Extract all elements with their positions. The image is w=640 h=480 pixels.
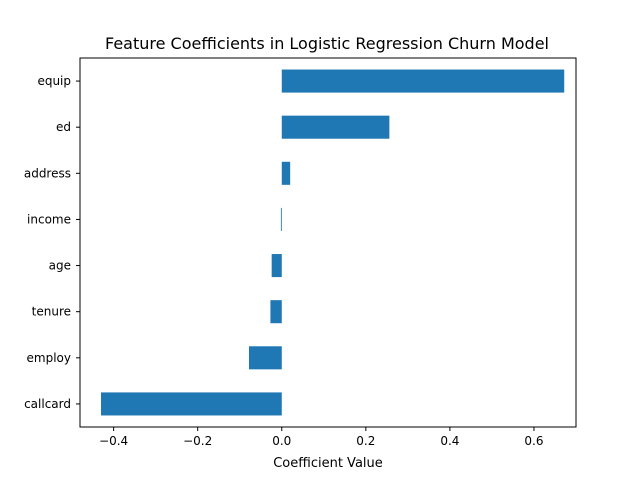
bar-ed xyxy=(281,115,390,139)
y-axis-ticks: callcard employ tenure age income address ed eq… xyxy=(24,74,80,411)
bar-address xyxy=(281,161,291,185)
y-tick-label: income xyxy=(27,212,71,226)
y-tick-label: tenure xyxy=(32,305,71,319)
chart-title: Feature Coefficients in Logistic Regress… xyxy=(105,34,549,53)
y-tick-label: callcard xyxy=(24,397,71,411)
bar-income xyxy=(280,207,282,231)
y-tick-label: equip xyxy=(37,74,71,88)
bar-equip xyxy=(281,69,565,93)
x-axis-ticks: −0.4 −0.2 0.0 0.2 0.4 0.6 xyxy=(99,427,544,448)
x-tick-label: −0.2 xyxy=(183,434,212,448)
x-axis-label: Coefficient Value xyxy=(273,456,383,471)
y-tick-label: employ xyxy=(27,351,71,365)
y-tick-label: address xyxy=(24,166,71,180)
plot-frame xyxy=(79,57,577,428)
x-tick-label: 0.6 xyxy=(524,434,543,448)
x-tick-label: 0.0 xyxy=(272,434,291,448)
x-tick-label: 0.4 xyxy=(440,434,459,448)
bar-employ xyxy=(248,346,282,370)
y-tick-label: ed xyxy=(56,120,71,134)
x-tick-label: −0.4 xyxy=(99,434,128,448)
bars-group xyxy=(101,69,565,416)
bar-callcard xyxy=(101,392,282,416)
y-tick-label: age xyxy=(49,259,71,273)
bar-tenure xyxy=(270,300,282,324)
x-tick-label: 0.2 xyxy=(356,434,375,448)
bar-age xyxy=(271,254,282,278)
